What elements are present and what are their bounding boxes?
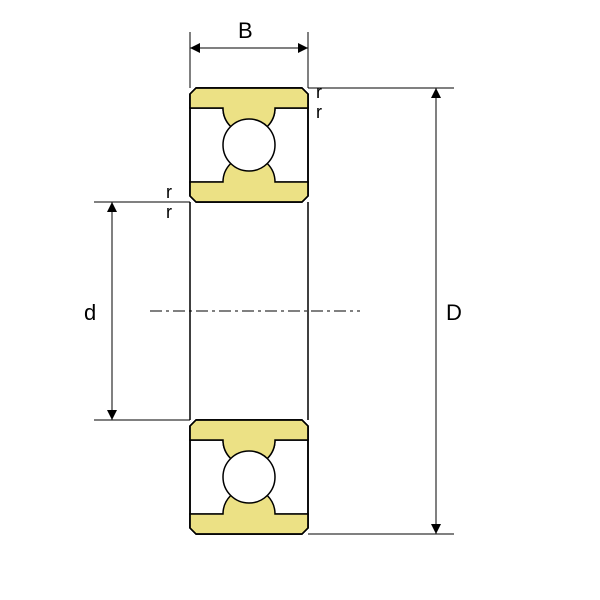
bearing-diagram: B D d r r r r (0, 0, 600, 600)
label-r-1: r (316, 82, 322, 103)
label-r-2: r (316, 102, 322, 123)
label-D: D (446, 300, 462, 326)
label-d: d (84, 300, 96, 326)
label-r-3: r (166, 182, 172, 203)
label-B: B (238, 18, 253, 44)
label-r-4: r (166, 202, 172, 223)
